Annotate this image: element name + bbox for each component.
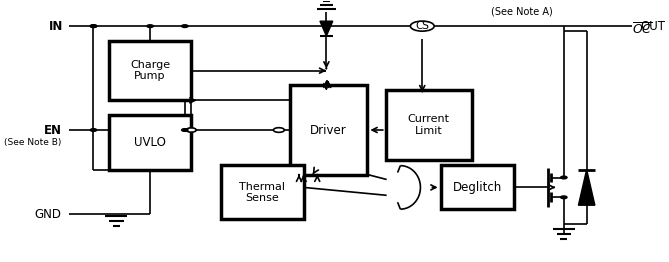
Text: IN: IN — [49, 20, 64, 33]
Circle shape — [274, 128, 284, 132]
Circle shape — [90, 25, 97, 28]
Text: EN: EN — [43, 123, 62, 137]
Text: OUT: OUT — [640, 20, 666, 33]
Text: Current
Limit: Current Limit — [407, 114, 450, 136]
Circle shape — [186, 128, 196, 132]
Text: $\overline{OC}$: $\overline{OC}$ — [632, 21, 653, 37]
Circle shape — [181, 129, 188, 131]
Text: CS: CS — [415, 21, 429, 31]
Bar — [290, 85, 367, 174]
Text: UVLO: UVLO — [134, 137, 166, 149]
Text: Thermal
Sense: Thermal Sense — [240, 182, 286, 203]
Bar — [109, 41, 191, 100]
Text: Charge
Pump: Charge Pump — [130, 60, 170, 81]
Bar — [109, 115, 191, 170]
Bar — [386, 90, 472, 160]
Text: GND: GND — [35, 208, 62, 221]
Circle shape — [561, 176, 567, 179]
Text: (See Note A): (See Note A) — [491, 6, 553, 16]
Polygon shape — [579, 170, 595, 205]
Bar — [221, 165, 304, 219]
Circle shape — [90, 129, 97, 131]
Circle shape — [561, 196, 567, 199]
Circle shape — [410, 21, 434, 31]
Circle shape — [90, 25, 97, 28]
Circle shape — [181, 25, 188, 28]
Circle shape — [147, 25, 153, 28]
Polygon shape — [320, 21, 332, 36]
Text: Deglitch: Deglitch — [452, 181, 502, 194]
Text: (See Note B): (See Note B) — [4, 138, 62, 147]
Bar — [440, 165, 514, 209]
Text: Driver: Driver — [310, 123, 347, 137]
